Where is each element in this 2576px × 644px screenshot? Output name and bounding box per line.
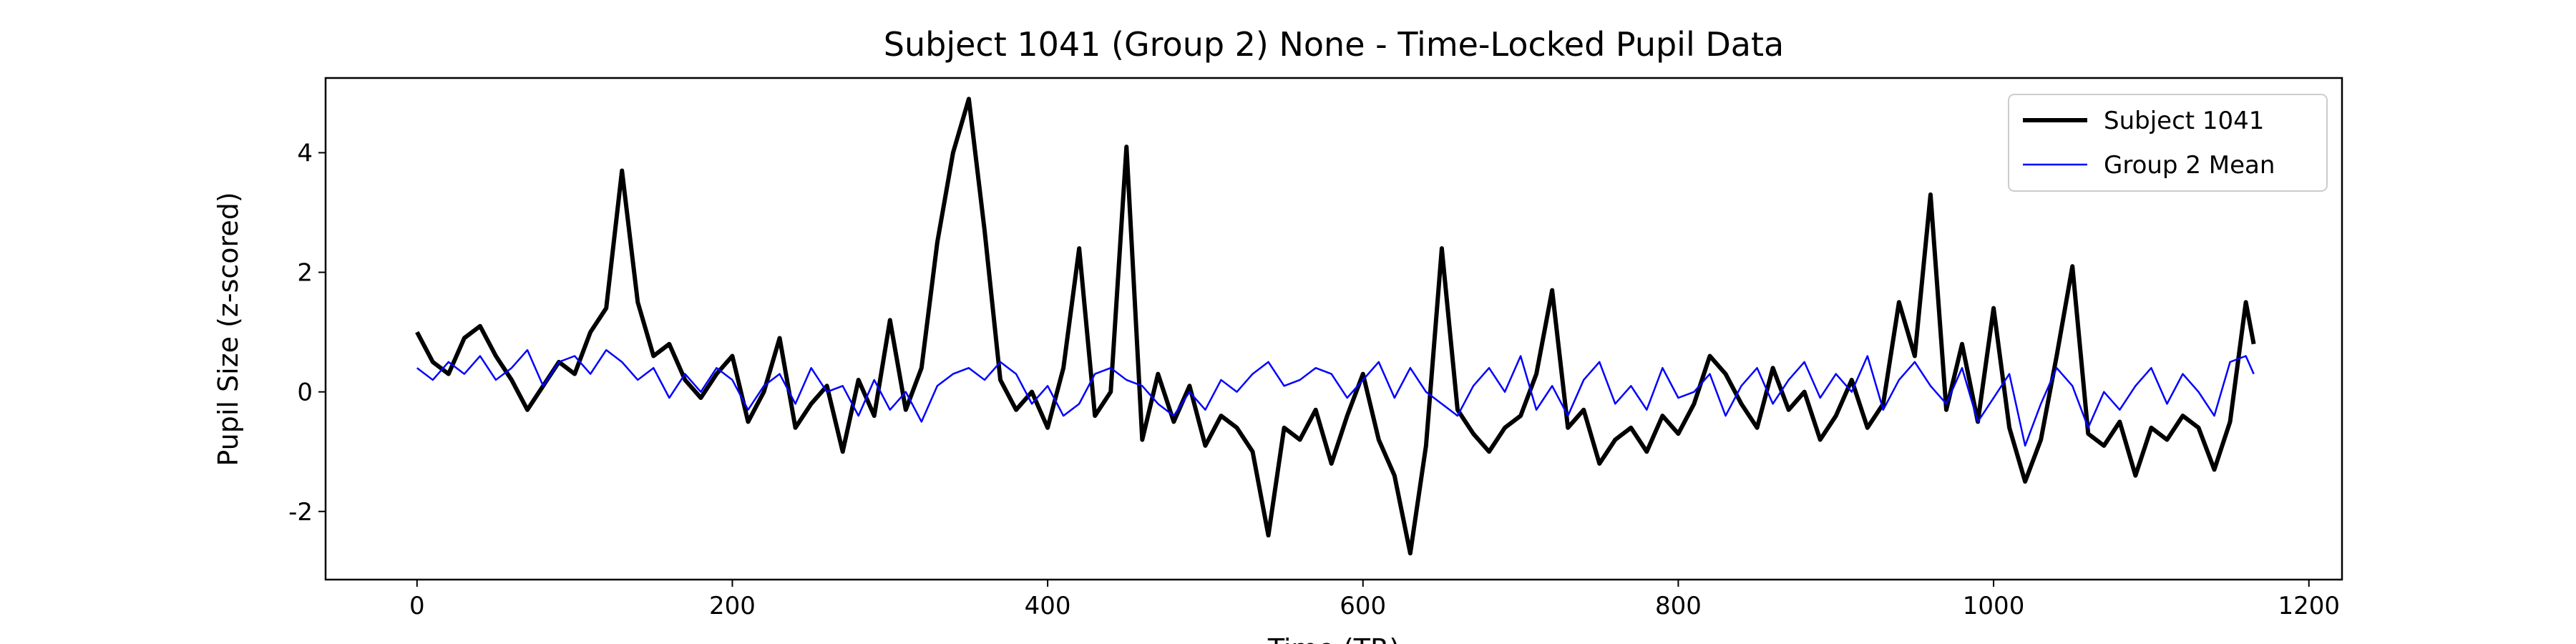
x-tick-label: 800 (1655, 592, 1702, 620)
x-tick-label: 0 (409, 592, 425, 620)
series-line (415, 97, 2256, 556)
legend-label: Group 2 Mean (2104, 151, 2275, 180)
y-tick-label: 4 (297, 139, 313, 167)
plot-frame (324, 77, 2343, 581)
x-tick-label: 200 (709, 592, 756, 620)
x-tick-label: 400 (1025, 592, 1071, 620)
chart-title: Subject 1041 (Group 2) None - Time-Locke… (884, 25, 1784, 64)
x-axis-label: Time (TR) (1267, 633, 1400, 644)
y-tick-label: 0 (297, 379, 313, 407)
x-tick-label: 1000 (1963, 592, 2025, 620)
y-tick-label: 2 (297, 259, 313, 288)
x-tick-label: 600 (1340, 592, 1386, 620)
legend-box (2008, 94, 2328, 192)
y-axis-label: Pupil Size (z-scored) (213, 192, 244, 466)
x-tick-label: 1200 (2278, 592, 2340, 620)
legend-label: Subject 1041 (2104, 107, 2264, 135)
series-line (416, 348, 2255, 447)
y-tick-label: -2 (288, 498, 313, 527)
